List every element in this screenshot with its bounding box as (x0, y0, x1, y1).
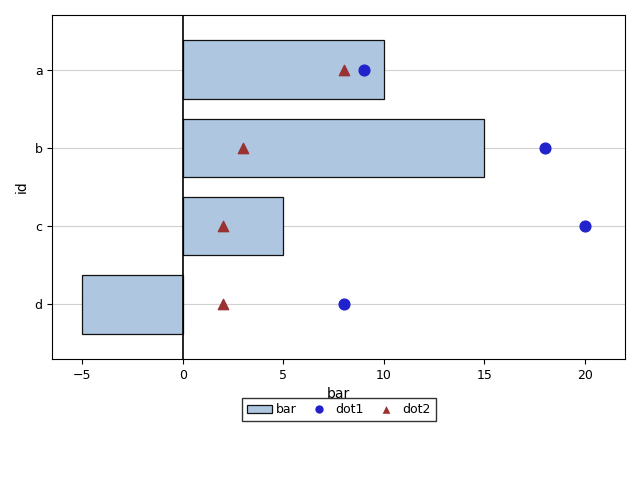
Point (580, 222, 590, 230)
Bar (183, 40, 384, 99)
Bar (183, 197, 284, 255)
Point (339, 66, 349, 73)
Y-axis label: id: id (15, 180, 29, 193)
Point (218, 300, 228, 308)
Bar (83, 275, 183, 334)
Bar (183, 119, 484, 177)
Point (339, 300, 349, 308)
Point (540, 144, 550, 152)
Legend: bar, dot1, dot2: bar, dot1, dot2 (242, 398, 435, 421)
Point (238, 144, 248, 152)
Point (218, 222, 228, 230)
X-axis label: bar: bar (327, 387, 350, 401)
Point (358, 66, 369, 73)
